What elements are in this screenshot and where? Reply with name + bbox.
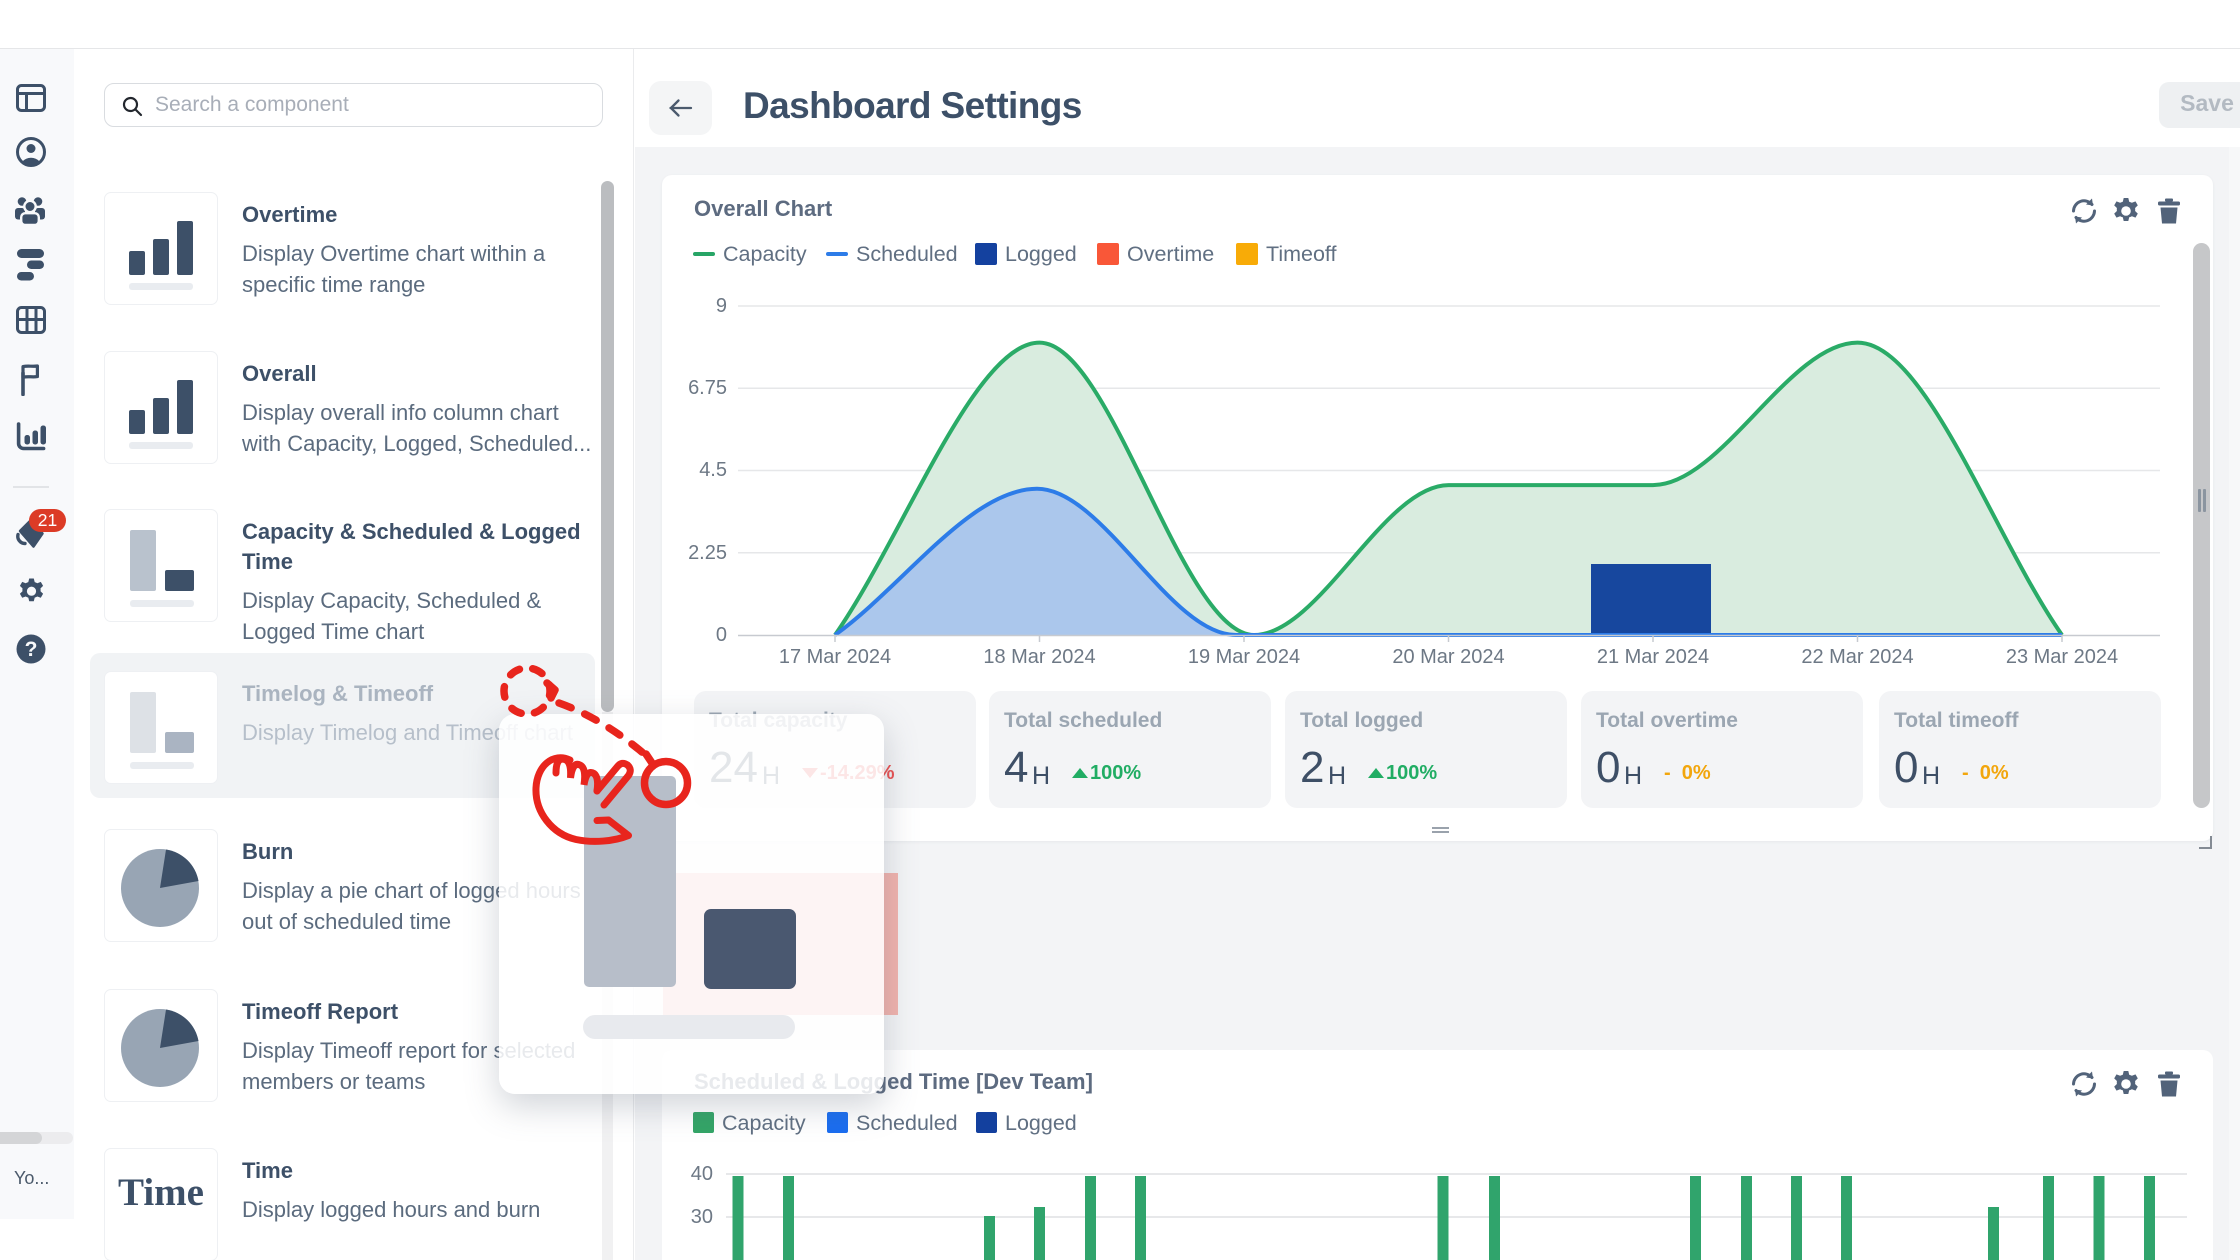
svg-text:?: ? xyxy=(25,638,38,661)
